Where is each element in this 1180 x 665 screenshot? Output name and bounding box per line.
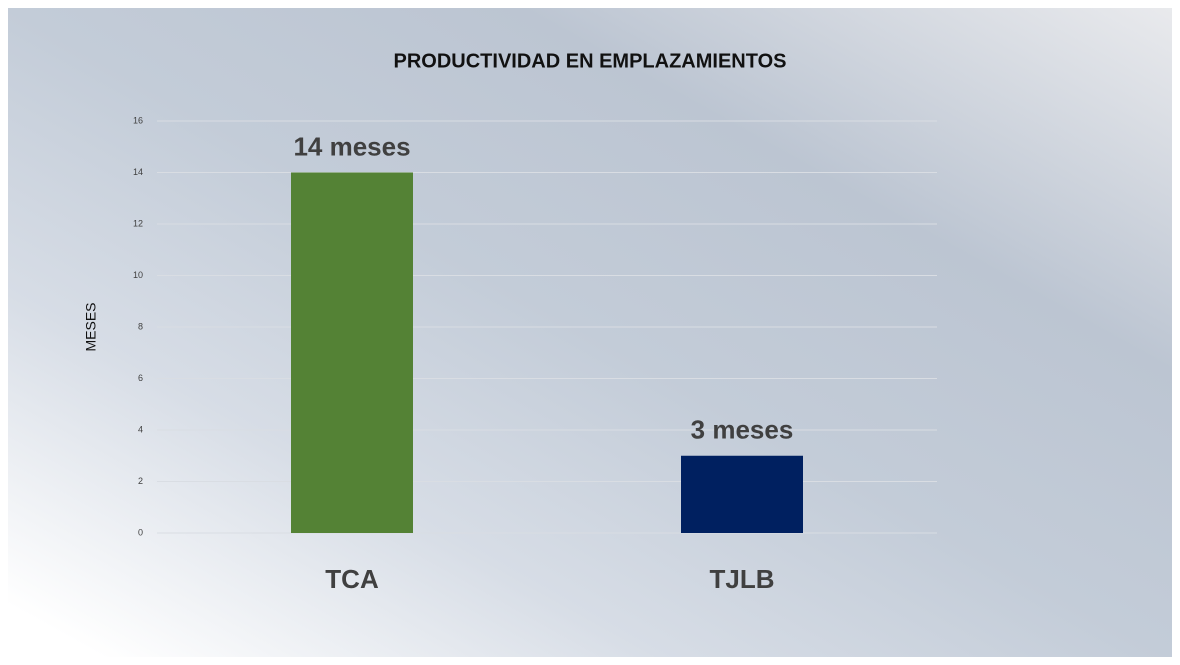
y-tick-label: 2 bbox=[138, 476, 143, 486]
value-label: 14 meses bbox=[293, 131, 410, 161]
y-tick-label: 6 bbox=[138, 373, 143, 383]
x-tick-label: TCA bbox=[325, 564, 379, 594]
y-axis-label: MESES bbox=[83, 302, 99, 351]
y-tick-label: 4 bbox=[138, 424, 143, 434]
y-tick-label: 12 bbox=[133, 218, 143, 228]
chart-title: PRODUCTIVIDAD EN EMPLAZAMIENTOS bbox=[394, 50, 787, 72]
y-tick-label: 14 bbox=[133, 167, 143, 177]
y-tick-label: 0 bbox=[138, 527, 143, 537]
y-tick-label: 10 bbox=[133, 270, 143, 280]
value-label: 3 meses bbox=[691, 415, 794, 445]
background bbox=[8, 8, 1172, 657]
x-tick-label: TJLB bbox=[710, 564, 775, 594]
y-tick-label: 16 bbox=[133, 115, 143, 125]
y-tick-label: 8 bbox=[138, 321, 143, 331]
bar bbox=[681, 455, 803, 533]
bar bbox=[291, 172, 413, 533]
